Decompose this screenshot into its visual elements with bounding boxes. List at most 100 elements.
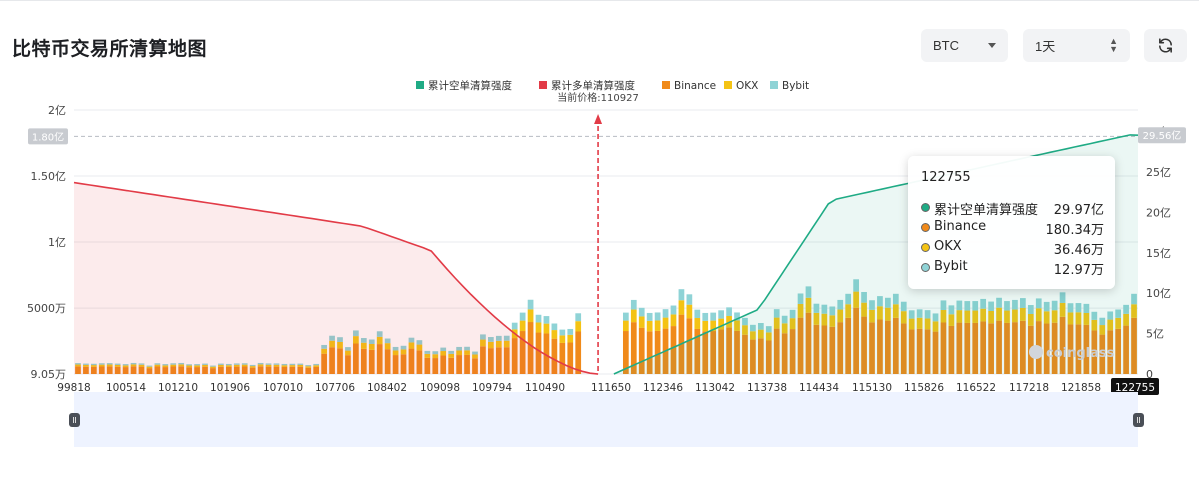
bar-bybit <box>567 328 574 335</box>
tooltip-value: 12.97万 <box>1053 263 1104 278</box>
bar-binance <box>146 368 153 374</box>
bar-binance <box>503 347 510 374</box>
bar-okx <box>194 365 200 368</box>
x-tick-label: 121858 <box>1061 382 1101 394</box>
bar-okx <box>551 330 558 339</box>
bar-binance <box>567 342 574 374</box>
bar-okx <box>75 364 81 367</box>
liquidation-chart[interactable]: 9.05万5000万1亿1.50亿2亿05亿10亿15亿20亿25亿30亿当前价… <box>0 70 1199 395</box>
bar-binance <box>289 366 296 374</box>
bar-okx <box>765 332 772 341</box>
bar-bybit <box>805 286 812 298</box>
bar-bybit <box>90 363 97 366</box>
bar-okx <box>869 309 875 323</box>
bar-binance <box>797 317 804 374</box>
bar-okx <box>1075 312 1082 325</box>
bar-bybit <box>138 363 145 365</box>
bar-okx <box>154 364 161 367</box>
bar-bybit <box>765 326 772 333</box>
bar-binance <box>368 349 375 374</box>
current-price-label: 当前价格:110927 <box>557 91 639 104</box>
bar-binance <box>1099 334 1106 374</box>
bar-okx <box>130 364 137 367</box>
bar-binance <box>138 366 145 374</box>
bar-bybit <box>210 365 216 367</box>
x-marker-badge <box>1111 378 1159 395</box>
bar-bybit <box>321 344 327 349</box>
bar-binance <box>559 342 566 374</box>
x-tick-label: 113042 <box>695 382 735 394</box>
bar-binance <box>924 329 931 374</box>
bar-bybit <box>1035 298 1042 309</box>
bar-bybit <box>249 364 256 367</box>
bar-okx <box>1107 319 1114 331</box>
bar-bybit <box>869 300 875 310</box>
bar-bybit <box>1131 293 1137 305</box>
zoom-handle-right[interactable] <box>1133 413 1144 427</box>
time-range-select[interactable]: 1天 ▲ ▼ <box>1023 29 1130 62</box>
zoom-slider-track[interactable] <box>74 392 1138 447</box>
bar-binance <box>432 358 439 374</box>
bar-bybit <box>384 338 391 344</box>
bar-bybit <box>329 335 335 341</box>
bar-binance <box>877 319 883 374</box>
bar-binance <box>789 329 796 374</box>
bar-okx <box>384 343 391 350</box>
bar-okx <box>1043 311 1050 324</box>
bar-binance <box>98 366 105 374</box>
x-tick-label: 116522 <box>956 382 996 394</box>
bar-bybit <box>940 300 947 310</box>
bar-okx <box>440 351 447 356</box>
x-tick-label: 107010 <box>263 382 303 394</box>
bar-okx <box>321 348 327 354</box>
bar-bybit <box>257 362 264 365</box>
chevron-down-icon <box>988 43 996 48</box>
bar-binance <box>956 322 963 374</box>
y-left-tick-label: 9.05万 <box>31 368 67 381</box>
legend-swatch-icon <box>770 81 778 89</box>
bar-okx <box>337 341 343 349</box>
bar-bybit <box>1091 311 1098 320</box>
bar-binance <box>249 367 256 374</box>
bar-bybit <box>106 363 113 365</box>
symbol-select[interactable]: BTC <box>921 29 1008 62</box>
bar-bybit <box>1083 303 1090 313</box>
bar-bybit <box>1067 303 1074 313</box>
bar-bybit <box>853 279 859 292</box>
bar-bybit <box>488 337 494 342</box>
bar-bybit <box>948 305 955 315</box>
zoom-handle-left[interactable] <box>69 413 80 427</box>
bar-okx <box>646 320 653 332</box>
bar-okx <box>622 320 629 332</box>
bar-okx <box>472 354 478 359</box>
bar-bybit <box>440 347 447 352</box>
bar-okx <box>988 310 994 324</box>
bar-binance <box>829 326 836 374</box>
bar-bybit <box>337 337 343 342</box>
bar-binance <box>519 331 526 374</box>
x-tick-label: 100514 <box>106 382 146 394</box>
y-right-tick-label: 15亿 <box>1146 247 1171 260</box>
x-tick-label: 112346 <box>643 382 683 394</box>
bar-bybit <box>686 294 693 305</box>
bar-bybit <box>861 291 867 303</box>
bar-bybit <box>297 363 304 365</box>
refresh-button[interactable] <box>1144 29 1187 62</box>
bar-binance <box>495 347 502 374</box>
y-left-tick-label: 2亿 <box>48 104 66 117</box>
bar-okx <box>1123 313 1129 326</box>
bar-bybit <box>734 312 740 321</box>
bar-okx <box>90 365 97 367</box>
bar-bybit <box>519 312 526 321</box>
bar-okx <box>877 306 883 320</box>
bar-okx <box>1091 319 1098 331</box>
legend-swatch-icon <box>724 81 732 89</box>
bar-okx <box>265 364 272 367</box>
bar-bybit <box>996 297 1002 308</box>
bar-binance <box>170 366 177 374</box>
bar-binance <box>408 348 415 374</box>
bar-bybit <box>511 322 518 330</box>
bar-binance <box>948 325 955 374</box>
bar-binance <box>384 349 391 374</box>
bar-okx <box>400 349 407 355</box>
